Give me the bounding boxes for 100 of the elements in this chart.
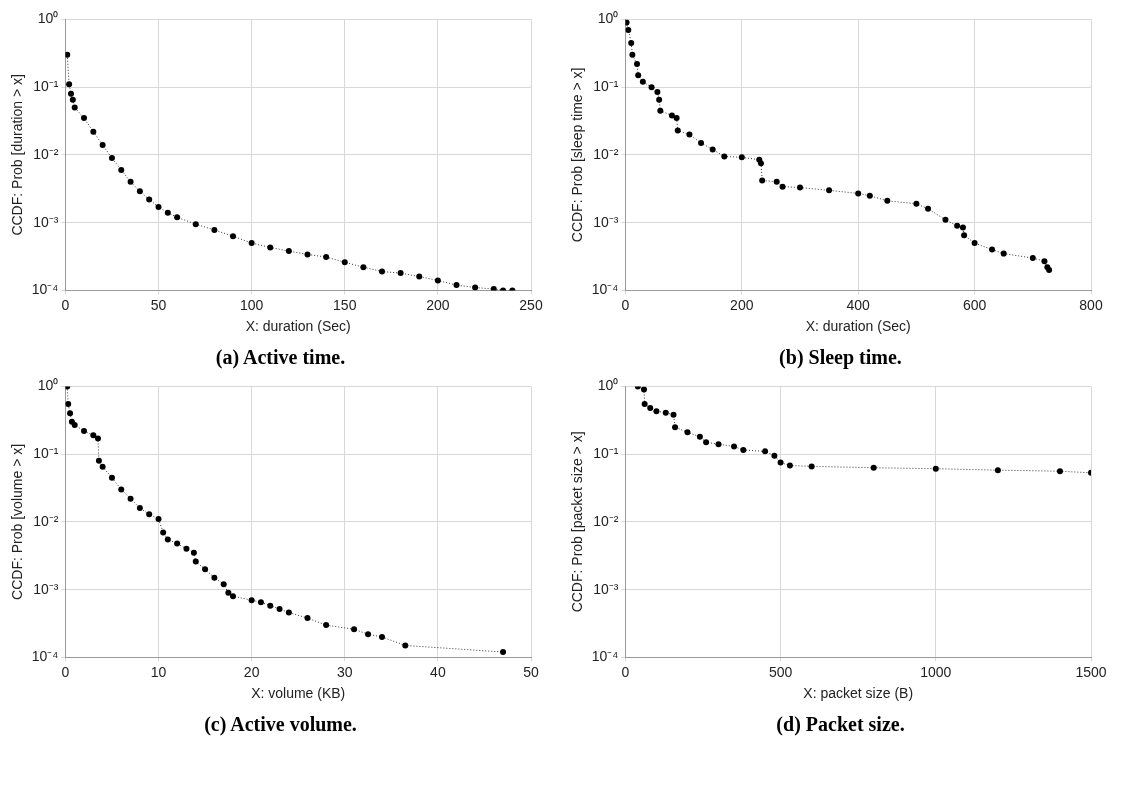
text: (a) Active time. — [214, 346, 347, 369]
point — [71, 104, 78, 111]
x-tick-label: 100 — [239, 296, 264, 313]
point — [118, 166, 125, 173]
point — [884, 197, 891, 204]
point — [323, 254, 330, 261]
point — [808, 463, 815, 470]
y-tick-label: 10⁻² — [593, 145, 619, 162]
point — [641, 400, 648, 407]
x-axis-title: X: duration (Sec) — [245, 318, 351, 335]
point — [285, 248, 292, 255]
point — [257, 599, 264, 606]
point — [164, 536, 171, 543]
y-axis-title: CCDF: Prob [duration > x] — [9, 74, 26, 236]
point — [192, 558, 199, 565]
point — [351, 626, 358, 633]
point — [759, 177, 766, 184]
point — [183, 545, 190, 552]
point — [81, 115, 88, 122]
point — [715, 441, 722, 448]
point — [662, 409, 669, 416]
y-tick-label: 10⁻³ — [593, 580, 619, 597]
point — [777, 459, 784, 466]
point — [913, 200, 920, 207]
point — [285, 609, 292, 616]
text: (b) Sleep time. — [778, 346, 903, 369]
point — [99, 463, 106, 470]
x-tick-label: 50 — [523, 663, 539, 680]
y-tick-label: 10⁻² — [33, 512, 59, 529]
point — [160, 529, 167, 536]
point — [230, 233, 237, 240]
point — [634, 60, 641, 67]
x-tick-label: 500 — [768, 663, 793, 680]
point — [684, 429, 691, 436]
y-tick-label: 10⁰ — [37, 10, 59, 27]
point — [155, 516, 162, 523]
point — [248, 240, 255, 247]
point — [653, 408, 660, 415]
x-tick-label: 1000 — [920, 663, 952, 680]
point — [657, 107, 664, 114]
x-tick-label: 200 — [426, 296, 450, 313]
point — [453, 282, 460, 289]
y-tick-label: 10⁻² — [593, 512, 619, 529]
point — [656, 96, 663, 103]
point — [230, 593, 237, 600]
point — [99, 142, 106, 148]
point — [731, 443, 738, 450]
point — [81, 427, 88, 434]
x-tick-label: 0 — [621, 296, 630, 313]
y-tick-label: 10⁻³ — [33, 213, 59, 230]
point — [796, 184, 803, 191]
x-tick-label: 1500 — [1075, 663, 1107, 680]
point — [360, 264, 367, 271]
y-tick-label: 10⁻³ — [33, 580, 59, 597]
point — [434, 277, 441, 284]
point — [220, 581, 227, 588]
text: (d) Packet size. — [775, 713, 906, 736]
point — [1029, 255, 1036, 262]
point — [696, 433, 703, 440]
point — [472, 284, 479, 291]
point — [870, 464, 877, 471]
point — [625, 26, 632, 33]
point — [118, 486, 125, 493]
point — [668, 112, 675, 119]
point — [738, 154, 745, 161]
point — [136, 188, 143, 195]
y-tick-label: 10⁻¹ — [593, 445, 619, 462]
point — [276, 605, 283, 612]
point — [146, 511, 153, 518]
point — [639, 78, 646, 85]
point — [225, 589, 232, 596]
point — [628, 39, 635, 46]
point — [942, 216, 949, 223]
point — [709, 146, 716, 153]
point — [65, 400, 72, 407]
point — [648, 84, 655, 91]
point — [786, 462, 793, 469]
x-tick-label: 0 — [61, 663, 70, 680]
y-axis-title: CCDF: Prob [sleep time > x] — [569, 67, 586, 243]
point — [341, 259, 348, 266]
y-tick-label: 10⁻⁴ — [31, 281, 59, 298]
point — [379, 634, 385, 641]
x-tick-label: 50 — [150, 296, 167, 313]
x-tick-label: 0 — [61, 296, 70, 313]
point — [69, 96, 76, 103]
y-tick-label: 10⁰ — [37, 377, 59, 394]
point — [127, 178, 134, 185]
point — [686, 131, 693, 138]
point — [994, 467, 1001, 474]
point — [773, 178, 780, 185]
point — [66, 81, 73, 88]
point — [108, 155, 115, 161]
point — [721, 153, 728, 160]
point — [108, 474, 115, 481]
point — [635, 72, 642, 79]
point — [989, 246, 996, 253]
point — [703, 439, 710, 446]
text: (c) Active volume. — [203, 713, 358, 736]
point — [402, 642, 409, 649]
y-tick-label: 10⁻¹ — [33, 78, 59, 95]
